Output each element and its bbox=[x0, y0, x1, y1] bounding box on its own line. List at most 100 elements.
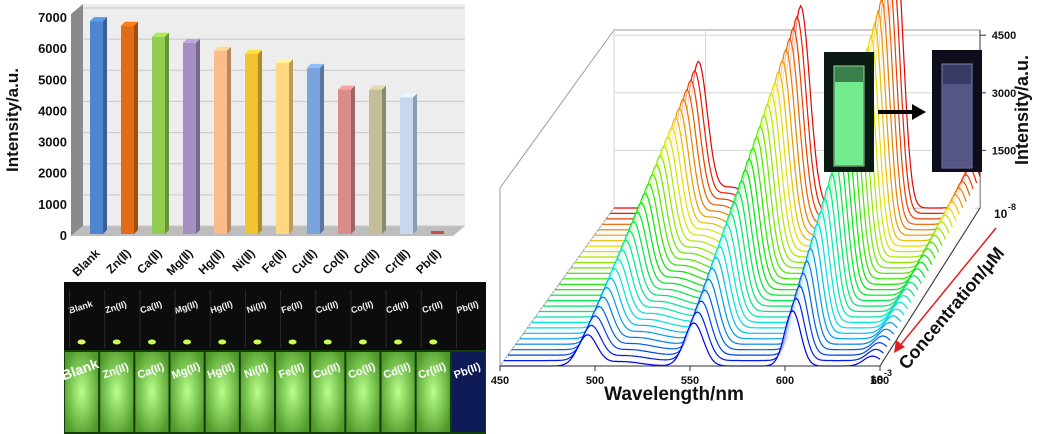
test-strip bbox=[311, 352, 345, 432]
y-tick-label: 0 bbox=[60, 228, 67, 243]
x-tick-label: Blank bbox=[70, 246, 103, 279]
y-axis-label: Intensity/a.u. bbox=[3, 68, 22, 172]
bar-front bbox=[307, 67, 320, 234]
bar-11 bbox=[431, 231, 444, 234]
test-strip bbox=[170, 352, 204, 432]
vial-glow-dot bbox=[77, 339, 86, 345]
vial-glow-dot bbox=[218, 339, 227, 345]
test-strip bbox=[381, 352, 415, 432]
conc-arrow-head bbox=[894, 340, 905, 353]
vial-photo-strip: Blank Zn(II) Ca(II) Mg(II) Hg(II) Ni(II) Fe(II… bbox=[64, 282, 486, 434]
bar-side bbox=[320, 63, 324, 235]
x-tick-label: Co(Ⅱ) bbox=[320, 246, 351, 277]
vial-glow-dot bbox=[183, 339, 192, 345]
bar-side bbox=[382, 85, 386, 234]
bar-7 bbox=[307, 63, 324, 235]
x-tick-label: Fe(Ⅱ) bbox=[259, 246, 289, 276]
bar-top bbox=[152, 32, 169, 37]
bar-top bbox=[400, 93, 417, 98]
bar-4 bbox=[214, 46, 231, 235]
y-tick-label: 7000 bbox=[38, 10, 67, 25]
conc-high-exponent: -3 bbox=[884, 368, 892, 378]
x-tick-label: Pb(Ⅱ) bbox=[413, 246, 444, 277]
bar-6 bbox=[276, 59, 293, 235]
bar-side bbox=[196, 38, 200, 234]
bar-front bbox=[276, 63, 289, 235]
vial-glow-dot bbox=[323, 339, 332, 345]
y-tick-label: 3000 bbox=[38, 135, 67, 150]
bar-top bbox=[338, 85, 355, 90]
bar-front bbox=[245, 53, 258, 234]
y-tick-label: 2000 bbox=[38, 166, 67, 181]
plot-left-wall bbox=[71, 4, 83, 236]
test-strip bbox=[240, 352, 274, 432]
z-tick-label: 4500 bbox=[992, 30, 1016, 42]
bar-front bbox=[400, 97, 413, 235]
x-tick-label: Cd(Ⅱ) bbox=[351, 246, 382, 277]
test-strip bbox=[100, 352, 134, 432]
bar-side bbox=[289, 59, 293, 235]
x-tick-label: Cr(Ⅲ) bbox=[382, 246, 413, 277]
x-tick-label: 600 bbox=[776, 375, 794, 387]
cuvette-inset bbox=[824, 50, 982, 172]
bar-front bbox=[431, 231, 444, 234]
bar-side bbox=[227, 46, 231, 235]
conc-low-exponent: -8 bbox=[1008, 202, 1016, 212]
vial-glow-dot bbox=[253, 339, 262, 345]
z-tick-label: 1500 bbox=[992, 145, 1016, 157]
conc-high-label: 10 bbox=[870, 373, 884, 387]
x-axis-label: Wavelength/nm bbox=[604, 384, 744, 405]
test-strip bbox=[65, 352, 99, 432]
bar-top bbox=[90, 17, 107, 22]
x-tick-label: 550 bbox=[681, 375, 699, 387]
bar-side bbox=[258, 49, 262, 234]
vial-glow-dot bbox=[394, 339, 403, 345]
vial-glow-dot bbox=[112, 339, 121, 345]
test-strip bbox=[276, 352, 310, 432]
bar-top bbox=[245, 49, 262, 54]
vial-glow-dot bbox=[288, 339, 297, 345]
bar-chart: 0 1000 2000 3000 4000 5000 6000 7000 Intensity/a… bbox=[3, 4, 465, 279]
bar-front bbox=[121, 25, 134, 234]
spectra-3d-chart: 15003000450060007500450500550600650Wavel… bbox=[491, 0, 1032, 405]
x-tick-label: Ni(Ⅱ) bbox=[229, 246, 257, 274]
bar-side bbox=[351, 85, 355, 234]
vial-glow-dot bbox=[429, 339, 438, 345]
y-tick-label: 1000 bbox=[38, 197, 67, 212]
spectrum-line-27 bbox=[507, 284, 888, 356]
test-strip bbox=[416, 352, 450, 432]
y-tick-label: 5000 bbox=[38, 72, 67, 87]
bar-top bbox=[214, 46, 231, 51]
test-strip bbox=[205, 352, 239, 432]
x-tick-label: 450 bbox=[491, 375, 509, 387]
bar-0 bbox=[90, 17, 107, 234]
bar-front bbox=[90, 21, 103, 234]
spectrum-line-25 bbox=[515, 259, 895, 345]
z-tick-label: 3000 bbox=[992, 88, 1016, 100]
spectrum-line-29 bbox=[500, 310, 881, 367]
depth-axis-line bbox=[879, 207, 981, 367]
bar-front bbox=[152, 36, 165, 234]
x-tick-label: Ca(Ⅱ) bbox=[134, 246, 165, 277]
bar-2 bbox=[152, 32, 169, 234]
bar-9 bbox=[369, 85, 386, 234]
x-tick-label: Hg(Ⅱ) bbox=[196, 246, 227, 277]
x-tick-label: 500 bbox=[586, 375, 604, 387]
spectrum-fill bbox=[500, 310, 880, 366]
bar-front bbox=[214, 50, 227, 235]
test-strip bbox=[135, 352, 169, 432]
x-tick-label: Cu(Ⅱ) bbox=[289, 246, 320, 277]
bar-10 bbox=[400, 93, 417, 235]
test-strip-quenched bbox=[451, 352, 485, 432]
bar-front bbox=[369, 89, 382, 234]
vial-glow-dot bbox=[358, 339, 367, 345]
arrow-icon-head bbox=[912, 104, 926, 120]
strip-background bbox=[64, 350, 486, 434]
bar-front bbox=[183, 42, 196, 234]
bar-front bbox=[338, 89, 351, 234]
bar-top bbox=[369, 85, 386, 90]
bar-top bbox=[276, 59, 293, 64]
bar-5 bbox=[245, 49, 262, 234]
y-tick-label: 4000 bbox=[38, 103, 67, 118]
vial-photo-top bbox=[64, 282, 486, 350]
